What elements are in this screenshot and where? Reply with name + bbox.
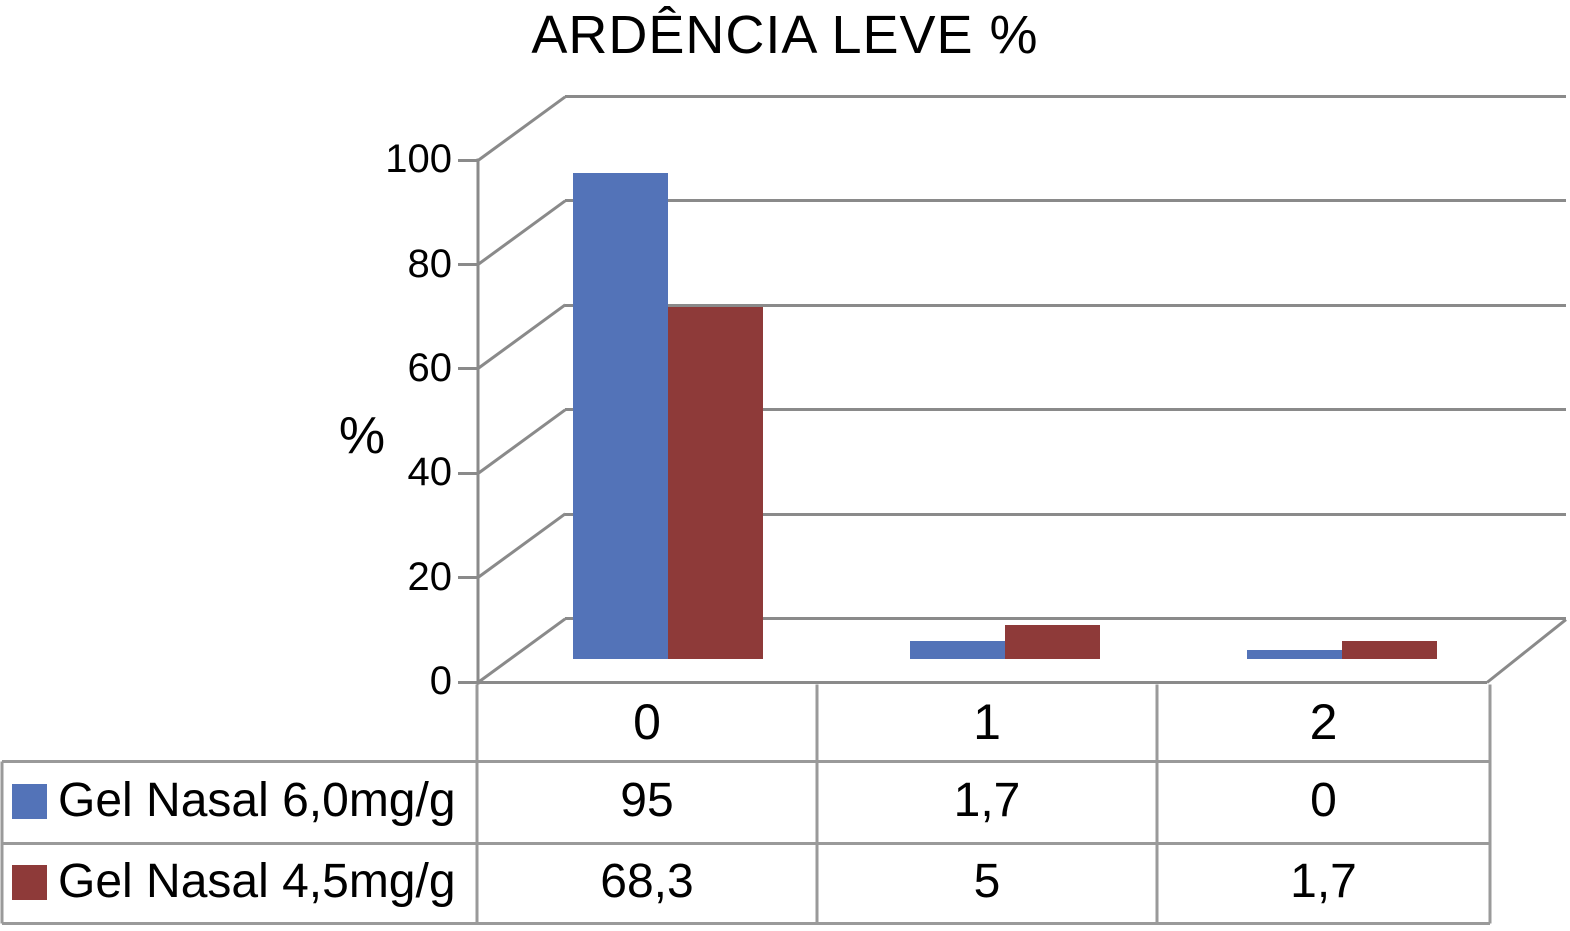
table-border-h1 — [2, 759, 1490, 763]
y-tick-label-100: 100 — [385, 137, 452, 182]
table-value-s0-c2: 0 — [1310, 774, 1337, 828]
y-tick-label-60: 60 — [407, 346, 453, 390]
y-axis-title: % — [338, 407, 386, 465]
table-value-s0-c1: 1,7 — [953, 774, 1021, 828]
y-tick-label-80: 80 — [407, 241, 453, 286]
legend-label-series0: Gel Nasal 6,0mg/g — [58, 774, 456, 828]
table-value-s1-c2: 1,7 — [1290, 855, 1357, 909]
legend-swatch-series1 — [12, 865, 47, 900]
x-axis-label-0: 0 — [633, 693, 661, 750]
y-tick-label-0: 0 — [429, 659, 452, 704]
table-value-s1-c0: 68,3 — [600, 855, 694, 909]
table-value-s1-c1: 5 — [973, 855, 1001, 909]
table-border-h3 — [2, 921, 1490, 925]
table-value-s0-c0: 95 — [620, 774, 674, 828]
table-border-left — [0, 761, 4, 923]
bar-series0-cat1 — [910, 641, 1005, 659]
x-axis-label-1: 1 — [973, 693, 1001, 750]
bar-series1-cat2 — [1342, 641, 1437, 659]
y-tick-label-20: 20 — [407, 554, 453, 599]
bar-series1-cat0 — [668, 307, 763, 659]
y-tick-label-40: 40 — [407, 450, 453, 495]
chart-title: ARDÊNCIA LEVE % — [531, 5, 1039, 65]
bar-series0-cat0 — [573, 173, 668, 659]
bar-series0-cat2 — [1247, 650, 1342, 659]
table-border-h2 — [2, 841, 1490, 845]
legend-swatch-series0 — [12, 784, 47, 819]
bar-series1-cat1 — [1005, 624, 1100, 659]
legend-label-series1: Gel Nasal 4,5mg/g — [58, 855, 456, 909]
x-axis-label-2: 2 — [1309, 693, 1338, 750]
